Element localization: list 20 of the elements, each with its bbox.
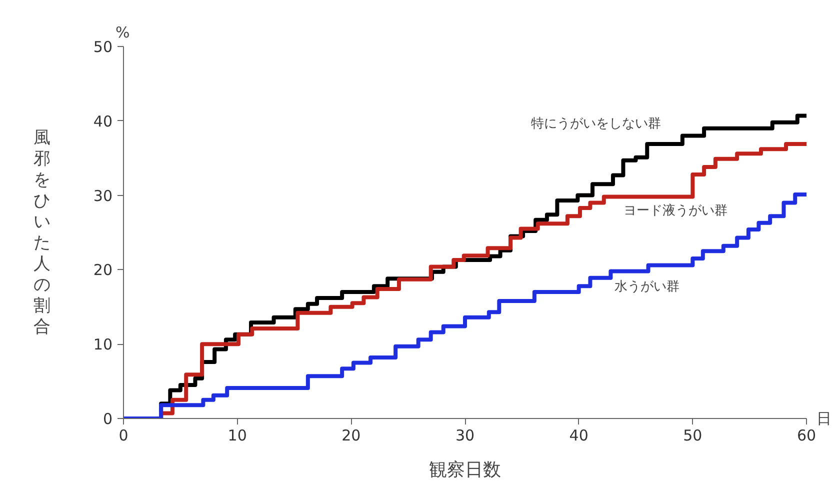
x-tick-label: 40 <box>569 426 588 444</box>
x-tick-label: 50 <box>683 426 702 444</box>
y-tick-label: 50 <box>93 38 113 56</box>
text: % <box>116 24 130 42</box>
x-tick-label: 30 <box>455 426 475 444</box>
series-label: 特にうがいをしない群 <box>530 116 661 132</box>
x-tick-label: 20 <box>342 426 361 444</box>
x-tick-label: 0 <box>118 426 128 444</box>
x-tick-label: 10 <box>228 426 247 444</box>
y-tick-label: 10 <box>93 336 113 354</box>
series-label: ヨード液うがい群 <box>624 203 728 218</box>
y-tick-label: 30 <box>93 186 113 205</box>
y-tick-label: 40 <box>93 112 113 130</box>
y-tick-label: 20 <box>93 261 113 280</box>
y-tick-label: 0 <box>102 410 113 428</box>
series-label: 水うがい群 <box>614 280 680 295</box>
x-axis-title: 観察日数 <box>429 460 501 480</box>
text: 風邪をひいた人の割合 <box>33 128 50 337</box>
text: 日 <box>816 410 832 428</box>
x-tick-label: 60 <box>796 426 816 444</box>
